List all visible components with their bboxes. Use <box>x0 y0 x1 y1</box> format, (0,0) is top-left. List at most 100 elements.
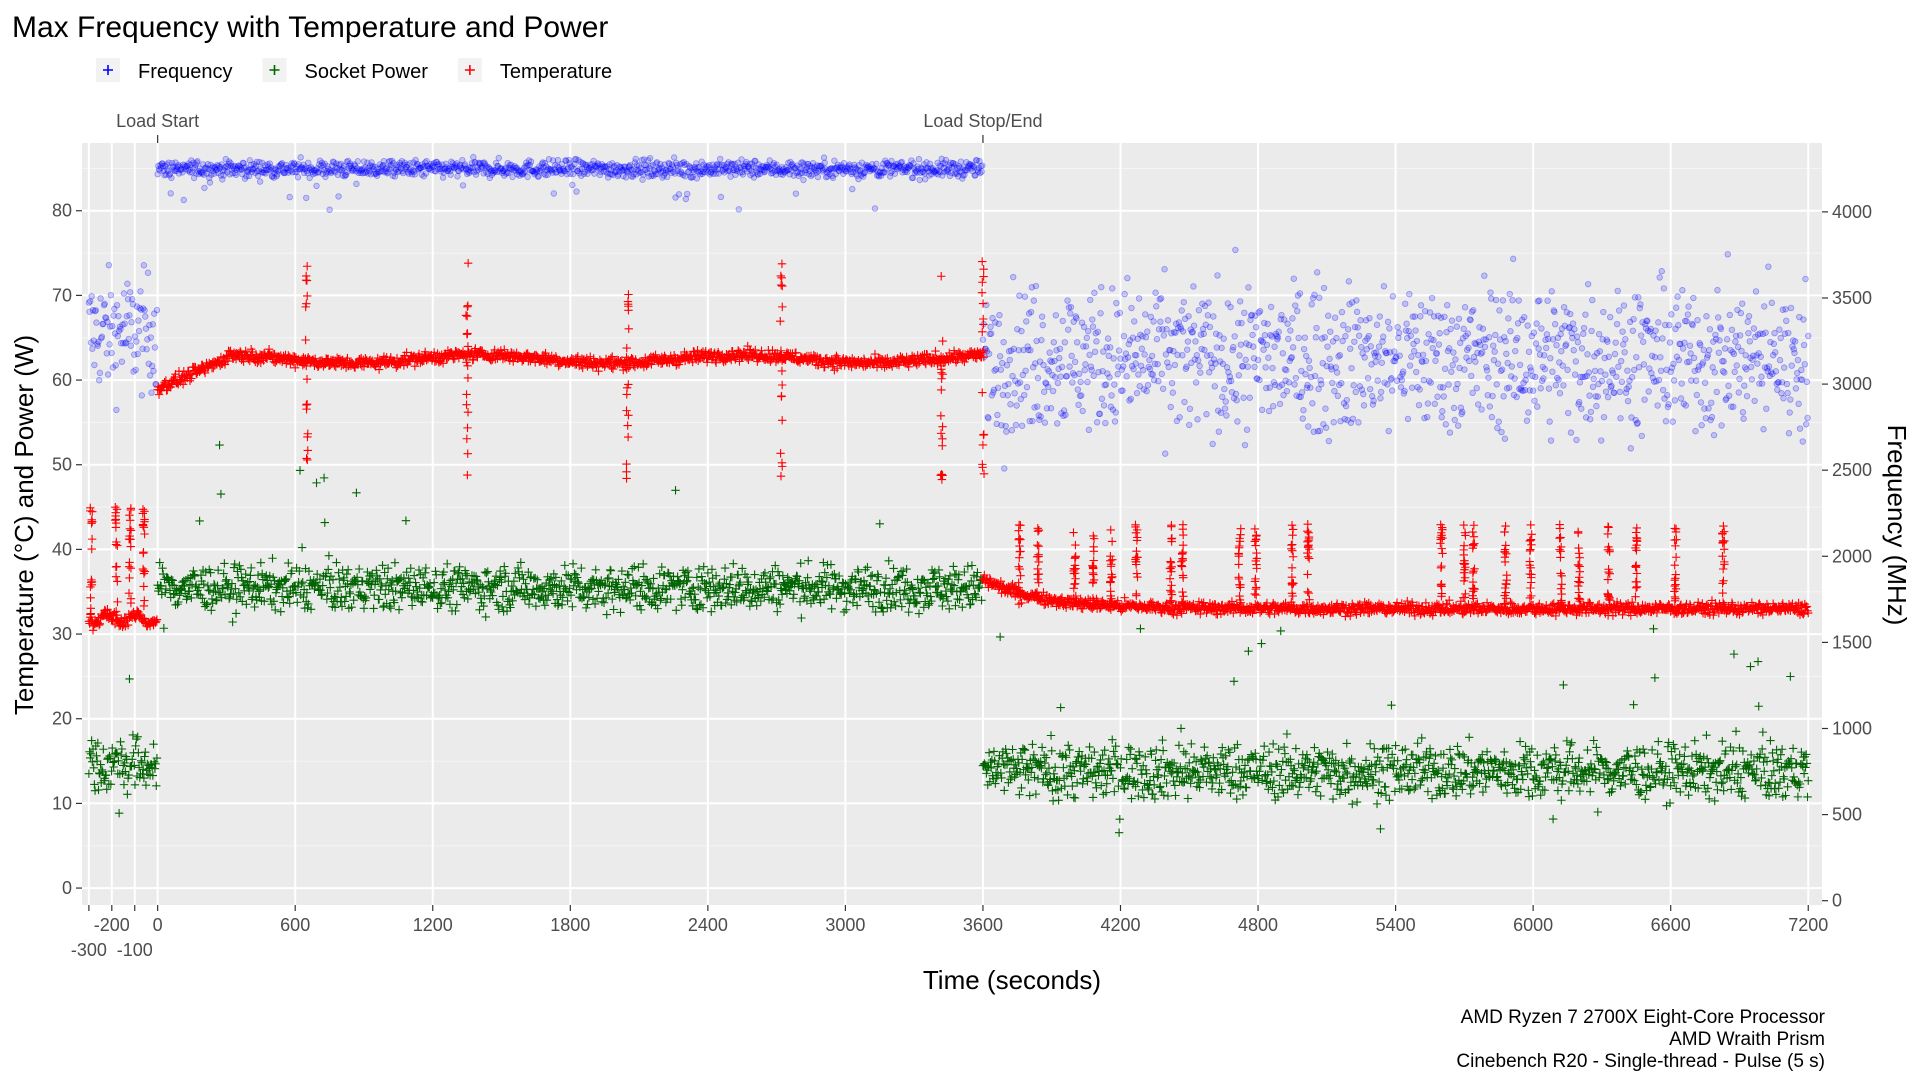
frequency-point <box>391 169 398 176</box>
frequency-point <box>1543 344 1550 352</box>
frequency-point <box>1098 283 1105 291</box>
frequency-point <box>573 188 580 195</box>
frequency-point <box>1109 285 1116 292</box>
frequency-point <box>1465 357 1473 365</box>
frequency-point <box>1738 347 1745 355</box>
frequency-point <box>354 158 361 165</box>
frequency-point <box>311 167 318 174</box>
frequency-point <box>1119 387 1126 394</box>
frequency-point <box>446 168 454 175</box>
frequency-point <box>1086 351 1093 359</box>
frequency-point <box>102 314 109 321</box>
frequency-point <box>1176 414 1183 421</box>
frequency-point <box>365 164 372 172</box>
frequency-point <box>1682 402 1690 409</box>
frequency-point <box>1008 427 1016 434</box>
frequency-point <box>226 171 234 178</box>
frequency-point <box>1564 366 1571 374</box>
frequency-point <box>1802 421 1810 428</box>
frequency-point <box>130 368 137 375</box>
frequency-point <box>347 162 355 170</box>
frequency-point <box>224 163 232 170</box>
frequency-point <box>175 170 183 177</box>
frequency-point <box>1178 307 1185 314</box>
frequency-point <box>1232 246 1239 254</box>
frequency-point <box>1022 367 1029 374</box>
frequency-point <box>1725 382 1732 390</box>
frequency-point <box>1640 361 1648 368</box>
frequency-point <box>1720 358 1727 365</box>
frequency-point <box>252 169 259 177</box>
frequency-point <box>1373 321 1381 328</box>
frequency-point <box>1512 347 1519 355</box>
frequency-point <box>433 158 441 166</box>
frequency-point <box>1113 299 1120 307</box>
frequency-point <box>274 171 281 178</box>
frequency-point <box>800 176 807 184</box>
frequency-point <box>1221 385 1228 393</box>
frequency-point <box>1274 334 1282 341</box>
frequency-point <box>1416 386 1423 393</box>
frequency-point <box>1102 419 1109 427</box>
frequency-point <box>352 168 359 175</box>
frequency-point <box>106 323 114 330</box>
frequency-point <box>1075 401 1082 409</box>
frequency-point <box>219 176 226 183</box>
frequency-point <box>1502 338 1509 345</box>
frequency-point <box>172 159 179 166</box>
frequency-point <box>242 164 249 171</box>
frequency-point <box>353 180 360 188</box>
frequency-point <box>1318 380 1325 388</box>
frequency-point <box>1093 419 1101 426</box>
frequency-point <box>1366 385 1374 393</box>
frequency-point <box>1050 339 1057 346</box>
frequency-point <box>639 176 646 183</box>
frequency-point <box>357 169 364 177</box>
frequency-point <box>1305 357 1313 364</box>
frequency-point <box>1413 337 1421 345</box>
frequency-point <box>1401 387 1408 395</box>
frequency-point <box>390 160 397 167</box>
frequency-point <box>127 342 135 349</box>
frequency-point <box>199 170 206 177</box>
frequency-point <box>1139 366 1147 374</box>
frequency-point <box>380 162 387 169</box>
frequency-point <box>157 162 164 169</box>
frequency-point <box>1084 327 1092 335</box>
frequency-point <box>150 367 157 375</box>
frequency-point <box>1584 280 1592 288</box>
frequency-point <box>1721 369 1728 376</box>
frequency-point <box>1298 389 1306 396</box>
frequency-point <box>1021 293 1029 300</box>
frequency-point <box>303 167 311 175</box>
frequency-point <box>1186 405 1194 413</box>
frequency-point <box>957 158 965 165</box>
frequency-point <box>670 154 678 161</box>
frequency-point <box>1374 377 1381 384</box>
frequency-point <box>1801 361 1809 368</box>
frequency-point <box>351 161 358 168</box>
frequency-point <box>1162 450 1169 457</box>
frequency-point <box>332 164 339 171</box>
frequency-point <box>1548 288 1555 295</box>
frequency-point <box>306 174 313 182</box>
frequency-point <box>1146 365 1154 373</box>
frequency-point <box>98 334 105 342</box>
frequency-point <box>1448 368 1455 375</box>
frequency-point <box>1686 342 1694 349</box>
frequency-point <box>297 154 304 161</box>
frequency-point <box>392 166 399 174</box>
frequency-point <box>322 173 329 181</box>
frequency-point <box>133 338 140 345</box>
frequency-point <box>1142 334 1150 341</box>
frequency-point <box>385 158 392 165</box>
frequency-point <box>1553 341 1560 349</box>
frequency-point <box>144 336 151 343</box>
frequency-point <box>1803 378 1811 386</box>
frequency-point <box>1395 329 1403 337</box>
frequency-point <box>1220 335 1227 342</box>
frequency-point <box>1461 366 1468 373</box>
frequency-point <box>285 167 293 174</box>
frequency-point <box>256 158 263 166</box>
frequency-point <box>429 161 436 168</box>
